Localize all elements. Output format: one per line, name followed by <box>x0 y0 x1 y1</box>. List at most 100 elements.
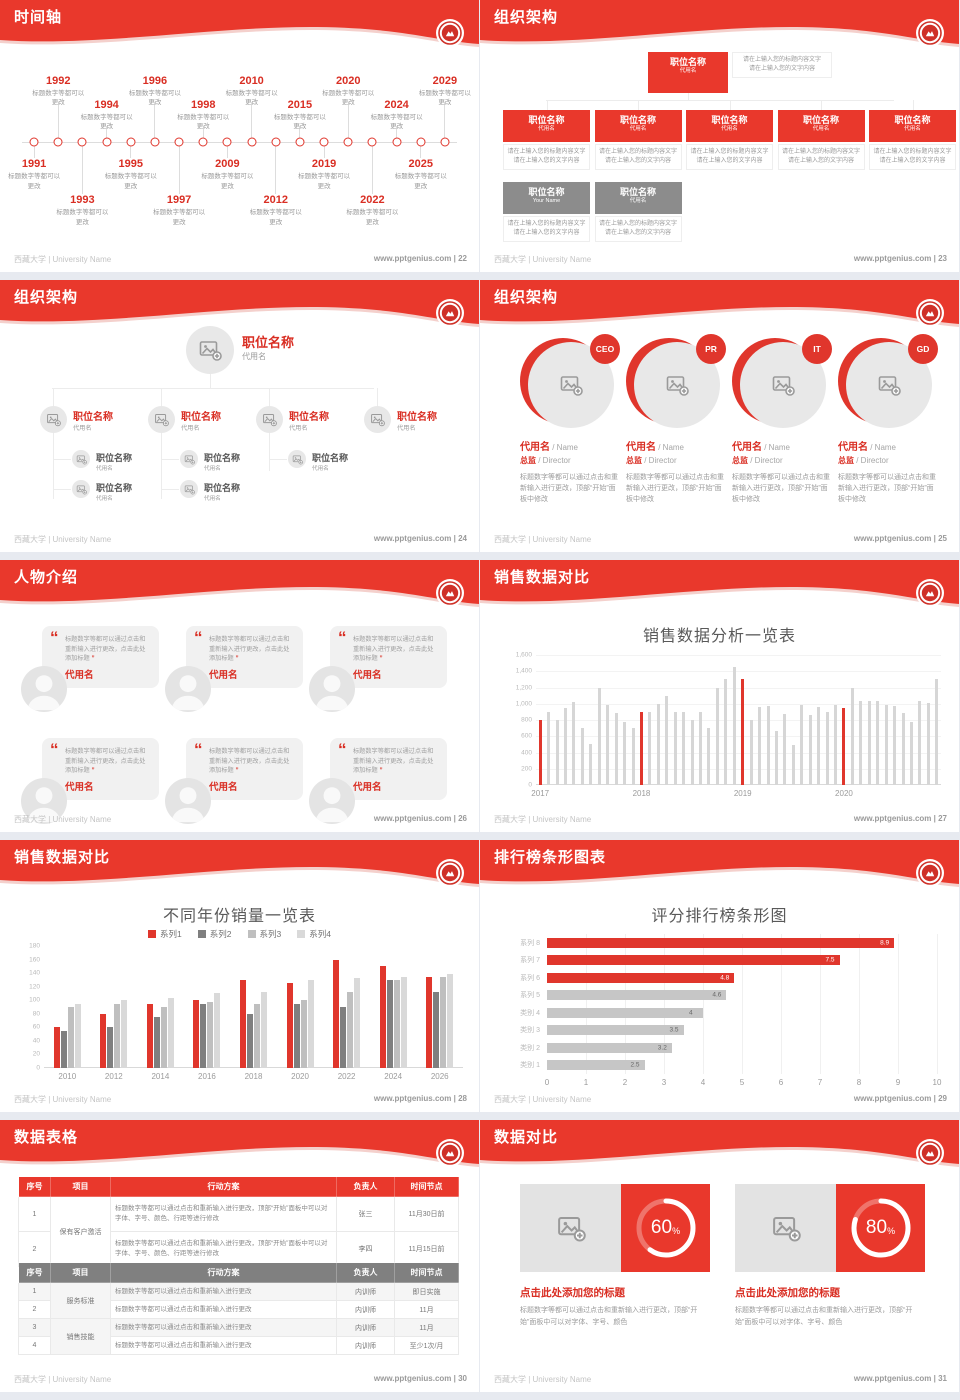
data-bar <box>817 707 821 785</box>
chart-content: 销售数据分析一览表 1,600 1,400 1,200 1,000 800 600 400 2… <box>480 560 959 832</box>
x-axis-tick: 2018 <box>632 789 651 798</box>
footer-university: 西藏大学 | University Name <box>14 535 112 544</box>
org-description-box: 请在上输入您的标题内容文字 请在上输入您的文字内容 <box>732 52 832 78</box>
bar-slot <box>806 655 814 785</box>
university-logo-icon <box>435 1138 465 1168</box>
position-title: 职位名称 <box>528 187 565 197</box>
position-subtitle: 代用名 <box>629 125 647 132</box>
slide-30-tables[interactable]: 数据表格 序号 项目 行动方案 负责人 时间节点 1 保有客户激活 标题数字等都可以通过点击和… <box>0 1120 479 1392</box>
data-bar <box>707 728 711 785</box>
gridline <box>742 934 743 1074</box>
slide-23-org-boxes[interactable]: 组织架构 职位名称 代用名 请在上输入您的标题内容文字 请在上输入您的文字内容 职位名称… <box>480 0 959 272</box>
org-node-label: 职位名称 代用名 <box>204 481 240 502</box>
timeline-connector <box>371 142 373 194</box>
slide-footer: 西藏大学 | University Name www.pptgenius.com… <box>494 534 947 545</box>
bar-slot <box>637 655 645 785</box>
column-header: 负责人 <box>336 1262 395 1283</box>
image-add-icon <box>556 1213 586 1243</box>
timeline-dot <box>440 137 450 147</box>
data-bar <box>699 711 703 785</box>
bar-value-label: 8.9 <box>880 939 890 947</box>
bar-slot <box>587 655 595 785</box>
position-title: 职位名称 <box>711 115 748 125</box>
hbar-row: 类别 4 4 <box>498 1004 937 1022</box>
avatar-image-placeholder <box>364 406 391 433</box>
x-axis-tick: 5 <box>739 1078 745 1087</box>
slide-29-hbar-chart[interactable]: 排行榜条形图表 评分排行榜条形图 0 1 2 3 4 5 6 7 8 9 10 系列 8 8.9 系列 7… <box>480 840 959 1112</box>
person-avatar-icon <box>165 666 211 712</box>
person-avatar-icon <box>21 666 67 712</box>
hbar-row: 系列 6 4.8 <box>498 969 937 987</box>
chart-content: 评分排行榜条形图 0 1 2 3 4 5 6 7 8 9 10 系列 8 8.9 系列 7 7.5 系列 6 4… <box>480 840 959 1112</box>
y-category-label: 系列 8 <box>520 939 540 947</box>
bar-value-label: 4 <box>689 1009 693 1017</box>
org-position-box: 职位名称 代用名 <box>594 182 682 214</box>
position-title: 职位名称 <box>96 483 133 493</box>
timeline-event: 2012 标题数字等都可以更改 <box>249 194 303 228</box>
data-bar <box>386 979 393 1068</box>
data-bar <box>926 702 930 785</box>
data-bar <box>791 745 795 785</box>
hbar-row: 类别 3 3.5 <box>498 1022 937 1040</box>
footer-university: 西藏大学 | University Name <box>494 815 592 824</box>
hbar-row: 系列 5 4.6 <box>498 987 937 1005</box>
open-quote-icon: “ <box>50 628 59 647</box>
slide-31-compare[interactable]: 数据对比 60% 点击此处添加您的标题 标题数字等都可以通过点击和重新输入进行更改，… <box>480 1120 959 1392</box>
data-bar <box>749 720 753 785</box>
position-subtitle: 代用名 <box>289 425 308 432</box>
legend-label: 系列3 <box>259 929 282 939</box>
compare-description: 标题数字等都可以通过点击和重新输入进行更改，顶部“开始”面板中可以对字体、字号、… <box>735 1307 913 1326</box>
slide-22-timeline[interactable]: 时间轴 1991 标题数字等都可以更改 1992 标题数字等都可以更改 1993 标题数字… <box>0 0 479 272</box>
description-line: 请在上输入您的文字内容 <box>513 230 580 236</box>
bar-slot <box>916 655 924 785</box>
timeline-dot <box>198 137 208 147</box>
slide-25-profiles[interactable]: 组织架构 CEO 代用名 / Name 总监 / Director 标题数字等都可以通… <box>480 280 959 552</box>
org-node-label: 职位名称 代用名 <box>242 332 294 362</box>
data-bar <box>842 707 846 785</box>
description-line: 请在上输入您的文字内容 <box>696 158 763 164</box>
slide-27-bar-chart[interactable]: 销售数据对比 销售数据分析一览表 1,600 1,400 1,200 1,000 800… <box>480 560 959 832</box>
chart-plot-area: 1,600 1,400 1,200 1,000 800 600 400 200 0 2017 201… <box>516 652 941 798</box>
timeline-connector <box>275 142 277 194</box>
bar-slot <box>730 655 738 785</box>
timeline-connector <box>33 142 35 158</box>
cell-time: 11月 <box>394 1318 459 1337</box>
timeline-year: 1998 <box>191 98 216 111</box>
x-axis-tick: 10 <box>932 1078 942 1087</box>
timeline-connector <box>323 142 325 158</box>
timeline-event: 1997 标题数字等都可以更改 <box>152 194 206 228</box>
data-bar <box>580 728 584 785</box>
y-axis-tick: 40 <box>32 1037 40 1045</box>
org-description-box: 请在上输入您的标题内容文字 请在上输入您的文字内容 <box>594 216 682 242</box>
timeline-caption: 标题数字等都可以更改 <box>56 209 109 226</box>
bar-group <box>184 946 231 1068</box>
slide-24-org-tree[interactable]: 组织架构 职位名称 代用名 职位名称 代用名 职位名称 代用名 职位名称 代用名 职位名称 代用名… <box>0 280 479 552</box>
footer-university: 西藏大学 | University Name <box>494 535 592 544</box>
y-axis-tick: 200 <box>521 765 532 773</box>
table-row: 3 销售技能 标题数字等都可以通过点击和重新输入进行更改 内训师 11月 <box>18 1318 459 1355</box>
testimonial-text: 标题数字等都可以通过点击和重新输入进行更改，点击此处添加标题 ” <box>209 636 290 663</box>
image-add-icon <box>771 1213 801 1243</box>
open-quote-icon: “ <box>338 628 347 647</box>
hbar-grid: 0 1 2 3 4 5 6 7 8 9 10 <box>545 934 941 1087</box>
bar-slot <box>874 655 882 785</box>
bar-slot <box>612 655 620 785</box>
cell-plan: 标题数字等都可以通过点击和重新输入进行更改 <box>110 1282 337 1301</box>
x-axis-tick: 8 <box>856 1078 862 1087</box>
position-subtitle: 代用名 <box>73 425 92 432</box>
slide-footer: 西藏大学 | University Name www.pptgenius.com… <box>14 1374 467 1385</box>
testimonial-text: 标题数字等都可以通过点击和重新输入进行更改，点击此处添加标题 ” <box>65 748 146 775</box>
data-bar <box>547 1007 703 1018</box>
testimonial-name: 代用名 <box>209 782 238 793</box>
slide-28-grouped-bar-chart[interactable]: 销售数据对比 不同年份销量一览表 系列1 系列2 系列3 系列4 180 160 140 12… <box>0 840 479 1112</box>
image-add-icon <box>184 454 195 465</box>
testimonial-text: 标题数字等都可以通过点击和重新输入进行更改，点击此处添加标题 ” <box>353 636 434 663</box>
data-bar <box>547 990 727 1001</box>
testimonial-name: 代用名 <box>353 670 382 681</box>
org-description-box: 请在上输入您的标题内容文字 请在上输入您的文字内容 <box>686 144 773 170</box>
column-header: 序号 <box>18 1176 51 1197</box>
timeline-year: 2009 <box>215 158 240 170</box>
slide-26-testimonials[interactable]: 人物介绍 “ 标题数字等都可以通过点击和重新输入进行更改，点击此处添加标题 ” 代用… <box>0 560 479 832</box>
footer-site-page: www.pptgenius.com | 28 <box>373 1094 467 1103</box>
data-bar <box>901 712 905 785</box>
